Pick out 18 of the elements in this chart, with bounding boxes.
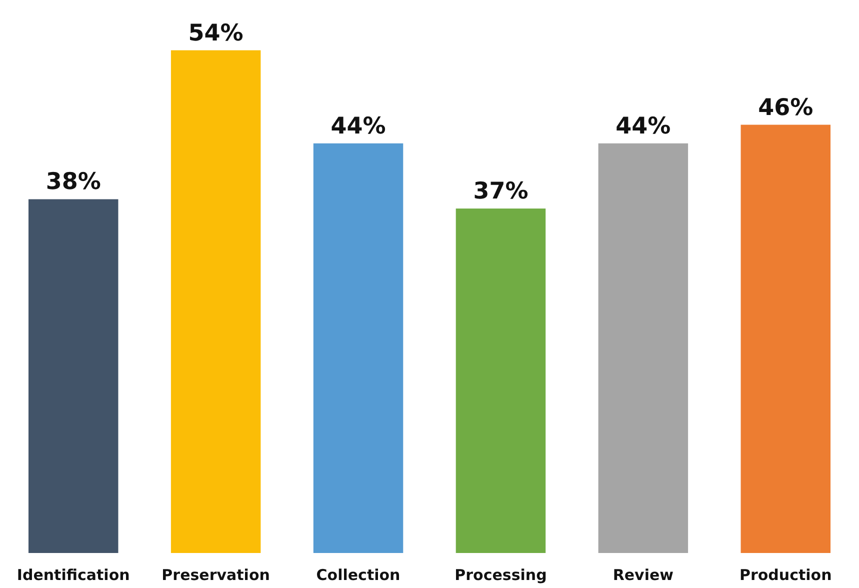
data-label: 38% — [46, 169, 101, 196]
data-label: 46% — [758, 94, 814, 121]
bar — [598, 143, 688, 553]
data-label: 37% — [473, 178, 528, 205]
data-label: 44% — [616, 113, 671, 140]
data-label: 54% — [188, 20, 244, 46]
bar — [170, 50, 261, 553]
bar — [28, 199, 118, 553]
x-tick-label: Production — [739, 566, 832, 584]
x-tick-label: Preservation — [162, 566, 270, 584]
bar — [313, 143, 404, 553]
x-tick-label: Identification — [16, 566, 130, 584]
x-tick-label: Collection — [316, 566, 400, 584]
bar — [456, 208, 546, 553]
x-tick-label: Processing — [454, 566, 547, 584]
data-label: 44% — [330, 113, 386, 140]
bar — [740, 124, 831, 553]
x-tick-label: Review — [612, 566, 674, 584]
